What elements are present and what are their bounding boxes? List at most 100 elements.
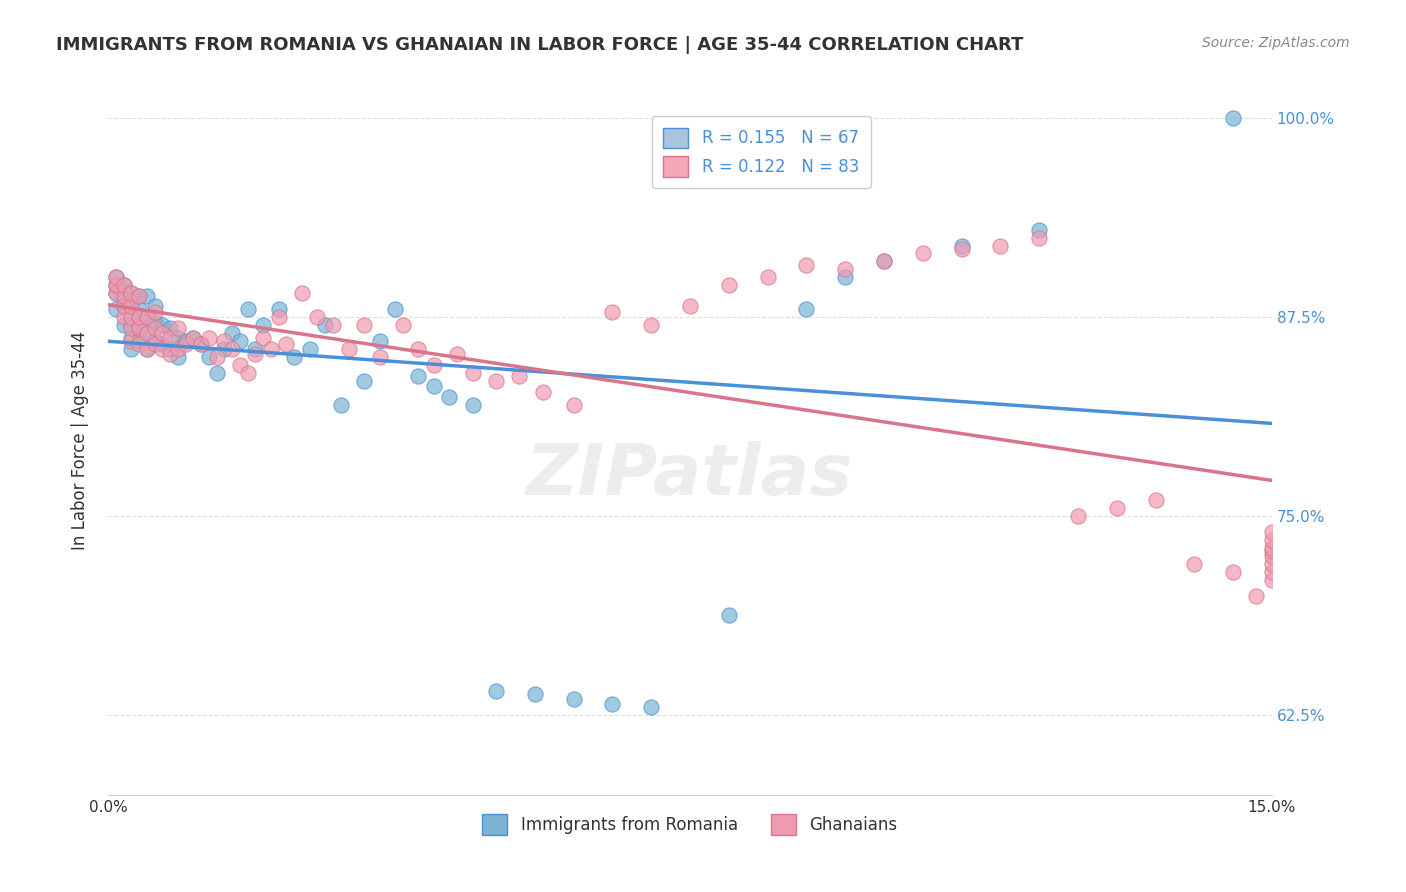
Point: [531, 384, 554, 399]
Point: [1028, 230, 1050, 244]
Point: [408, 342, 430, 356]
Point: [602, 305, 624, 319]
Point: [150, 318, 173, 332]
Point: [143, 334, 166, 348]
Point: [135, 326, 157, 340]
Point: [794, 302, 817, 317]
Point: [1144, 493, 1167, 508]
Point: [112, 278, 135, 293]
Point: [112, 283, 135, 297]
Point: [198, 350, 221, 364]
Point: [174, 334, 197, 348]
Point: [314, 318, 336, 332]
Text: IMMIGRANTS FROM ROMANIA VS GHANAIAN IN LABOR FORCE | AGE 35-44 CORRELATION CHART: IMMIGRANTS FROM ROMANIA VS GHANAIAN IN L…: [56, 36, 1024, 54]
Point: [602, 697, 624, 711]
Point: [322, 318, 344, 332]
Point: [221, 326, 243, 340]
Point: [911, 246, 934, 260]
Point: [252, 318, 274, 332]
Point: [128, 334, 150, 348]
Point: [214, 334, 236, 348]
Point: [1067, 509, 1090, 524]
Point: [166, 350, 188, 364]
Point: [1246, 589, 1268, 603]
Point: [1261, 557, 1284, 571]
Point: [794, 258, 817, 272]
Point: [329, 398, 352, 412]
Point: [135, 310, 157, 325]
Point: [353, 374, 375, 388]
Point: [128, 302, 150, 317]
Point: [950, 238, 973, 252]
Point: [159, 321, 181, 335]
Text: Source: ZipAtlas.com: Source: ZipAtlas.com: [1202, 36, 1350, 50]
Point: [205, 366, 228, 380]
Point: [485, 684, 508, 698]
Point: [423, 358, 446, 372]
Point: [198, 331, 221, 345]
Point: [128, 310, 150, 325]
Legend: Immigrants from Romania, Ghanaians: Immigrants from Romania, Ghanaians: [474, 806, 905, 843]
Point: [834, 262, 856, 277]
Point: [1261, 549, 1284, 563]
Point: [112, 278, 135, 293]
Text: ZIPatlas: ZIPatlas: [526, 442, 853, 510]
Point: [283, 350, 305, 364]
Point: [562, 692, 585, 706]
Point: [1261, 541, 1284, 555]
Point: [245, 347, 267, 361]
Point: [1105, 501, 1128, 516]
Point: [143, 337, 166, 351]
Point: [190, 337, 212, 351]
Point: [128, 289, 150, 303]
Point: [143, 299, 166, 313]
Point: [236, 302, 259, 317]
Point: [508, 369, 530, 384]
Point: [143, 305, 166, 319]
Point: [166, 342, 188, 356]
Point: [267, 302, 290, 317]
Point: [150, 342, 173, 356]
Point: [120, 299, 142, 313]
Point: [135, 342, 157, 356]
Point: [120, 294, 142, 309]
Point: [1222, 565, 1244, 579]
Point: [135, 289, 157, 303]
Point: [112, 289, 135, 303]
Point: [236, 366, 259, 380]
Point: [229, 358, 252, 372]
Point: [104, 286, 127, 301]
Point: [120, 321, 142, 335]
Point: [159, 331, 181, 345]
Point: [873, 254, 896, 268]
Point: [150, 326, 173, 340]
Point: [183, 331, 205, 345]
Point: [276, 337, 298, 351]
Point: [120, 310, 142, 325]
Point: [174, 337, 197, 351]
Point: [112, 299, 135, 313]
Point: [756, 270, 779, 285]
Point: [298, 342, 321, 356]
Point: [873, 254, 896, 268]
Point: [166, 331, 188, 345]
Point: [446, 347, 468, 361]
Point: [214, 342, 236, 356]
Point: [166, 321, 188, 335]
Point: [392, 318, 415, 332]
Point: [307, 310, 329, 325]
Point: [120, 334, 142, 348]
Point: [337, 342, 360, 356]
Point: [461, 398, 484, 412]
Point: [112, 310, 135, 325]
Point: [221, 342, 243, 356]
Point: [120, 310, 142, 325]
Point: [128, 318, 150, 332]
Point: [523, 688, 546, 702]
Point: [120, 331, 142, 345]
Point: [439, 390, 461, 404]
Y-axis label: In Labor Force | Age 35-44: In Labor Force | Age 35-44: [72, 331, 89, 550]
Point: [368, 350, 391, 364]
Point: [190, 337, 212, 351]
Point: [291, 286, 314, 301]
